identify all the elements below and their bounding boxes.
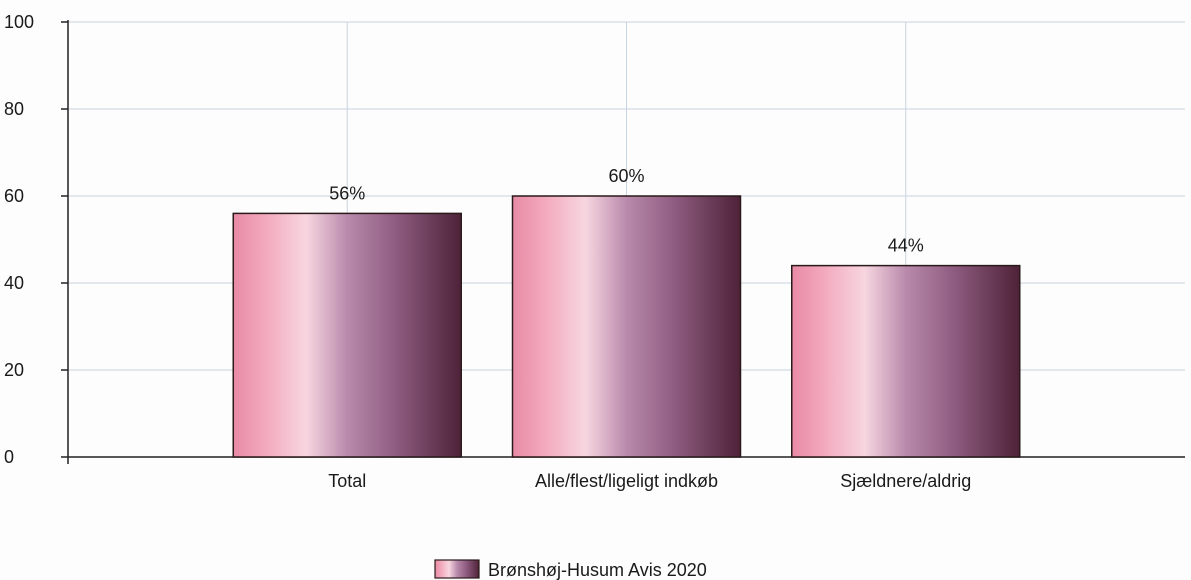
bar xyxy=(792,266,1020,457)
data-label: 44% xyxy=(888,236,924,256)
y-tick-label: 100 xyxy=(4,12,34,32)
x-tick-label: Sjældnere/aldrig xyxy=(840,471,971,491)
bar xyxy=(233,213,461,457)
y-tick-label: 20 xyxy=(4,360,24,380)
y-tick-label: 40 xyxy=(4,273,24,293)
x-tick-label: Alle/flest/ligeligt indkøb xyxy=(535,471,718,491)
y-tick-label: 60 xyxy=(4,186,24,206)
bar xyxy=(513,196,741,457)
data-label: 60% xyxy=(608,166,644,186)
y-tick-label: 0 xyxy=(4,447,14,467)
legend-swatch xyxy=(435,560,479,578)
legend: Brønshøj-Husum Avis 2020 xyxy=(435,560,707,580)
y-tick-label: 80 xyxy=(4,99,24,119)
legend-label: Brønshøj-Husum Avis 2020 xyxy=(488,560,707,580)
x-tick-label: Total xyxy=(328,471,366,491)
data-label: 56% xyxy=(329,183,365,203)
